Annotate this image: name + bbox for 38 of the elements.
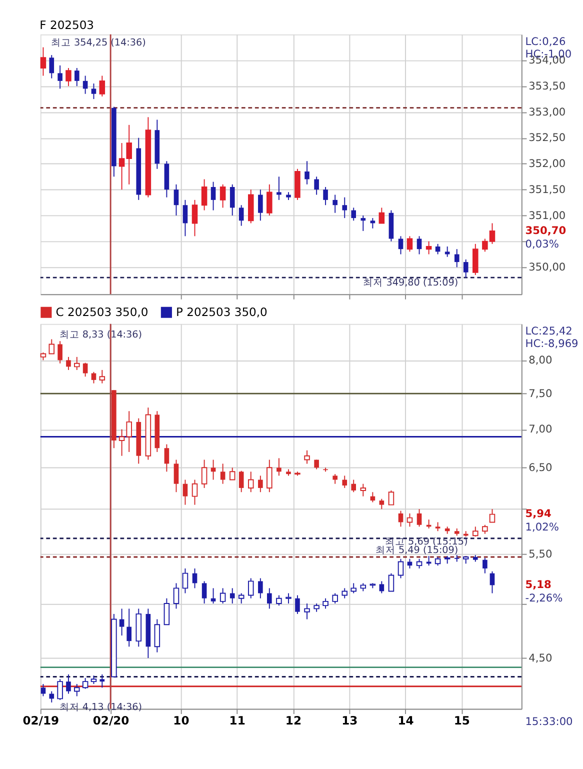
- x-tick-label: 02/19: [22, 714, 60, 728]
- annotation: 최고 354,25 (14:36): [50, 37, 146, 48]
- y-tick-label: 353,00: [528, 106, 566, 118]
- x-tick-label: 02/20: [92, 714, 130, 728]
- y-tick-label: 4,50: [528, 652, 552, 664]
- x-tick-label: 12: [285, 714, 302, 728]
- y-tick-label: 350,00: [528, 262, 566, 274]
- legend-label: C 202503 350,0: [56, 305, 148, 320]
- text: 5,18: [525, 579, 552, 592]
- annotation: 최고 5,69 (15:15): [385, 536, 468, 548]
- text: -2,26%: [525, 592, 563, 605]
- y-tick-label: 8,00: [528, 354, 552, 367]
- y-tick-label: 5,50: [528, 548, 552, 561]
- x-tick-label: 14: [398, 714, 414, 728]
- chart-title: F 202503: [40, 18, 94, 32]
- text: 1,02%: [525, 522, 559, 534]
- y-tick-label: 353,50: [528, 80, 566, 92]
- y-tick-label: 7,00: [528, 424, 552, 436]
- text: LC:25,42: [525, 326, 572, 338]
- text: HC:-8,969: [525, 338, 578, 350]
- y-tick-label: 352,50: [528, 132, 566, 144]
- y-tick-label: 351,50: [528, 184, 566, 196]
- y-tick-label: 352,00: [528, 158, 566, 170]
- y-tick-label: 6,50: [528, 462, 552, 474]
- text: 350,70: [525, 224, 566, 237]
- y-tick-label: 351,00: [528, 210, 566, 222]
- text: 15:33:00: [525, 716, 574, 728]
- x-tick-label: 15: [454, 714, 470, 728]
- annotation: 최저 349,80 (15:09): [363, 277, 458, 288]
- text: 0,03%: [525, 238, 559, 250]
- legend-label: P 202503 350,0: [176, 305, 268, 320]
- annotation: 최저 5,49 (15:09): [375, 545, 458, 556]
- text: 5,94: [525, 508, 552, 520]
- x-tick-label: 13: [342, 714, 358, 728]
- text: LC:0,26: [525, 36, 566, 48]
- y-tick-label: 7,50: [528, 388, 552, 400]
- x-tick-label: 11: [229, 714, 246, 728]
- x-tick-label: 10: [173, 714, 190, 728]
